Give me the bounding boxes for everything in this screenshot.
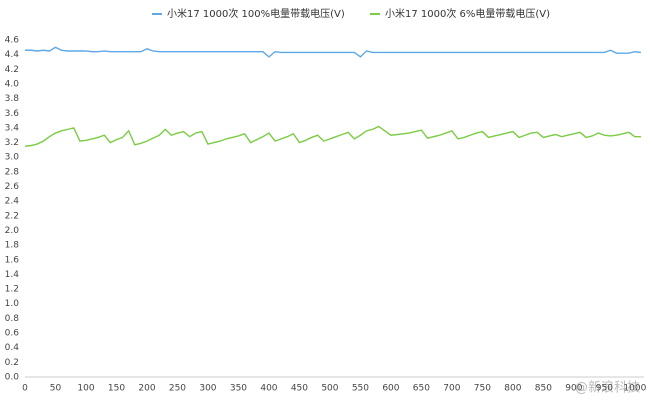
x-tick-label: 850 [535, 384, 552, 394]
y-tick-label: 2.0 [5, 226, 20, 236]
y-tick-label: 3.8 [5, 94, 20, 104]
y-tick-label: 0.2 [5, 358, 19, 368]
x-tick-label: 200 [138, 384, 155, 394]
x-tick-label: 300 [199, 384, 216, 394]
y-tick-label: 3.6 [5, 109, 20, 119]
y-tick-label: 1.8 [5, 241, 20, 251]
series-line [25, 46, 642, 58]
x-tick-label: 550 [352, 384, 369, 394]
y-tick-label: 4.2 [5, 65, 19, 75]
y-tick-label: 2.2 [5, 211, 19, 221]
y-tick-label: 2.8 [5, 167, 20, 177]
y-tick-label: 0.8 [5, 314, 20, 324]
x-tick-label: 50 [50, 384, 62, 394]
x-tick-label: 650 [413, 384, 430, 394]
legend-label: 小米17 1000次 100%电量带载电压(V) [167, 7, 345, 20]
x-tick-label: 950 [596, 384, 613, 394]
x-tick-label: 250 [169, 384, 186, 394]
x-tick-label: 100 [77, 384, 94, 394]
y-tick-label: 0.0 [5, 373, 20, 383]
x-tick-label: 0 [22, 384, 28, 394]
y-tick-label: 3.4 [5, 123, 20, 133]
x-tick-label: 800 [504, 384, 521, 394]
x-tick-label: 150 [108, 384, 125, 394]
x-tick-label: 900 [565, 384, 582, 394]
x-tick-label: 700 [443, 384, 460, 394]
watermark: @新浪科技 [575, 380, 640, 396]
y-tick-label: 1.2 [5, 285, 19, 295]
y-tick-label: 1.0 [5, 299, 20, 309]
x-tick-label: 350 [230, 384, 247, 394]
y-tick-label: 2.6 [5, 182, 20, 192]
y-tick-label: 0.4 [5, 343, 20, 353]
y-tick-label: 2.4 [5, 197, 20, 207]
y-tick-label: 4.4 [5, 50, 20, 60]
x-tick-label: 400 [260, 384, 277, 394]
y-tick-label: 4.6 [5, 36, 20, 46]
y-tick-label: 3.2 [5, 138, 19, 148]
x-tick-label: 500 [321, 384, 338, 394]
x-tick-label: 450 [291, 384, 308, 394]
y-tick-label: 3.0 [5, 153, 20, 163]
x-tick-label: 1000 [623, 384, 646, 394]
series-line [24, 125, 641, 147]
y-tick-label: 0.6 [5, 329, 20, 339]
legend-label: 小米17 1000次 6%电量带载电压(V) [385, 7, 550, 20]
y-tick-label: 1.4 [5, 270, 20, 280]
y-tick-label: 1.6 [5, 255, 20, 265]
x-tick-label: 600 [382, 384, 399, 394]
x-tick-label: 750 [474, 384, 491, 394]
y-tick-label: 4.0 [5, 79, 20, 89]
